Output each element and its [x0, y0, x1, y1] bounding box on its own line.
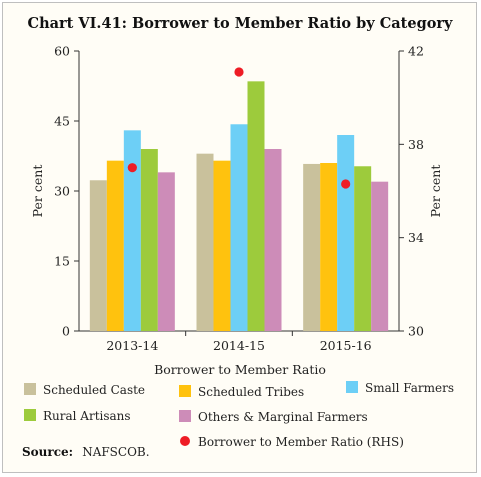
- bar: [213, 160, 231, 331]
- y-axis-label: Per cent: [30, 165, 45, 218]
- bar: [371, 181, 389, 331]
- rhs-point: [234, 67, 244, 77]
- bar: [123, 130, 141, 331]
- legend-dot: [180, 436, 190, 446]
- source-text: NAFSCOB.: [82, 445, 149, 459]
- x-axis-label: Borrower to Member Ratio: [154, 362, 326, 377]
- left-ticks: 0 15 30 45 60: [54, 44, 79, 339]
- legend-label: Others & Marginal Farmers: [198, 410, 368, 424]
- rhs-point: [127, 163, 137, 173]
- legend: Scheduled Caste Scheduled Tribes Small Far…: [24, 381, 454, 449]
- left-tick-label: 60: [54, 44, 70, 59]
- left-tick-label: 0: [62, 324, 70, 339]
- bar: [140, 149, 158, 331]
- x-ticks: 2013-14 2014-15 2015-16: [106, 331, 372, 353]
- bar: [303, 163, 321, 331]
- y-axis-label-right: Per cent: [428, 165, 443, 218]
- legend-swatch: [179, 385, 191, 397]
- right-tick-label: 34: [408, 230, 424, 245]
- bar: [106, 160, 124, 331]
- legend-label: Scheduled Caste: [43, 383, 145, 397]
- legend-swatch: [179, 410, 191, 422]
- legend-label: Scheduled Tribes: [198, 385, 304, 399]
- bar: [247, 81, 265, 331]
- left-tick-label: 15: [54, 254, 70, 269]
- right-tick-label: 30: [408, 324, 424, 339]
- bars: [89, 81, 389, 332]
- bar: [354, 166, 372, 331]
- legend-swatch: [24, 409, 36, 421]
- bar: [337, 135, 355, 331]
- x-tick-label: 2014-15: [213, 338, 265, 353]
- rhs-point: [341, 179, 351, 189]
- source-label: Source:: [22, 445, 73, 459]
- x-tick-label: 2015-16: [320, 338, 372, 353]
- x-tick-label: 2013-14: [106, 338, 158, 353]
- bar: [264, 149, 282, 331]
- left-tick-label: 45: [54, 114, 70, 129]
- source-note: Source: NAFSCOB.: [22, 441, 150, 460]
- bar: [157, 172, 175, 331]
- legend-label: Borrower to Member Ratio (RHS): [198, 435, 404, 449]
- rhs-points: [127, 67, 351, 189]
- right-tick-label: 42: [408, 44, 424, 59]
- bar: [320, 163, 338, 331]
- bar: [196, 153, 214, 331]
- legend-swatch: [346, 381, 358, 393]
- chart-title: Chart VI.41: Borrower to Member Ratio by…: [28, 15, 454, 32]
- legend-swatch: [24, 383, 36, 395]
- plot-area: 0 15 30 45 60 30 34 38 42 2013-14 2014-15 2015-16: [54, 44, 424, 354]
- right-ticks: 30 34 38 42: [399, 44, 424, 339]
- bar: [89, 180, 107, 331]
- right-tick-label: 38: [408, 137, 424, 152]
- bar: [230, 124, 248, 332]
- legend-label: Small Farmers: [365, 381, 454, 395]
- legend-label: Rural Artisans: [43, 409, 131, 423]
- left-tick-label: 30: [54, 184, 70, 199]
